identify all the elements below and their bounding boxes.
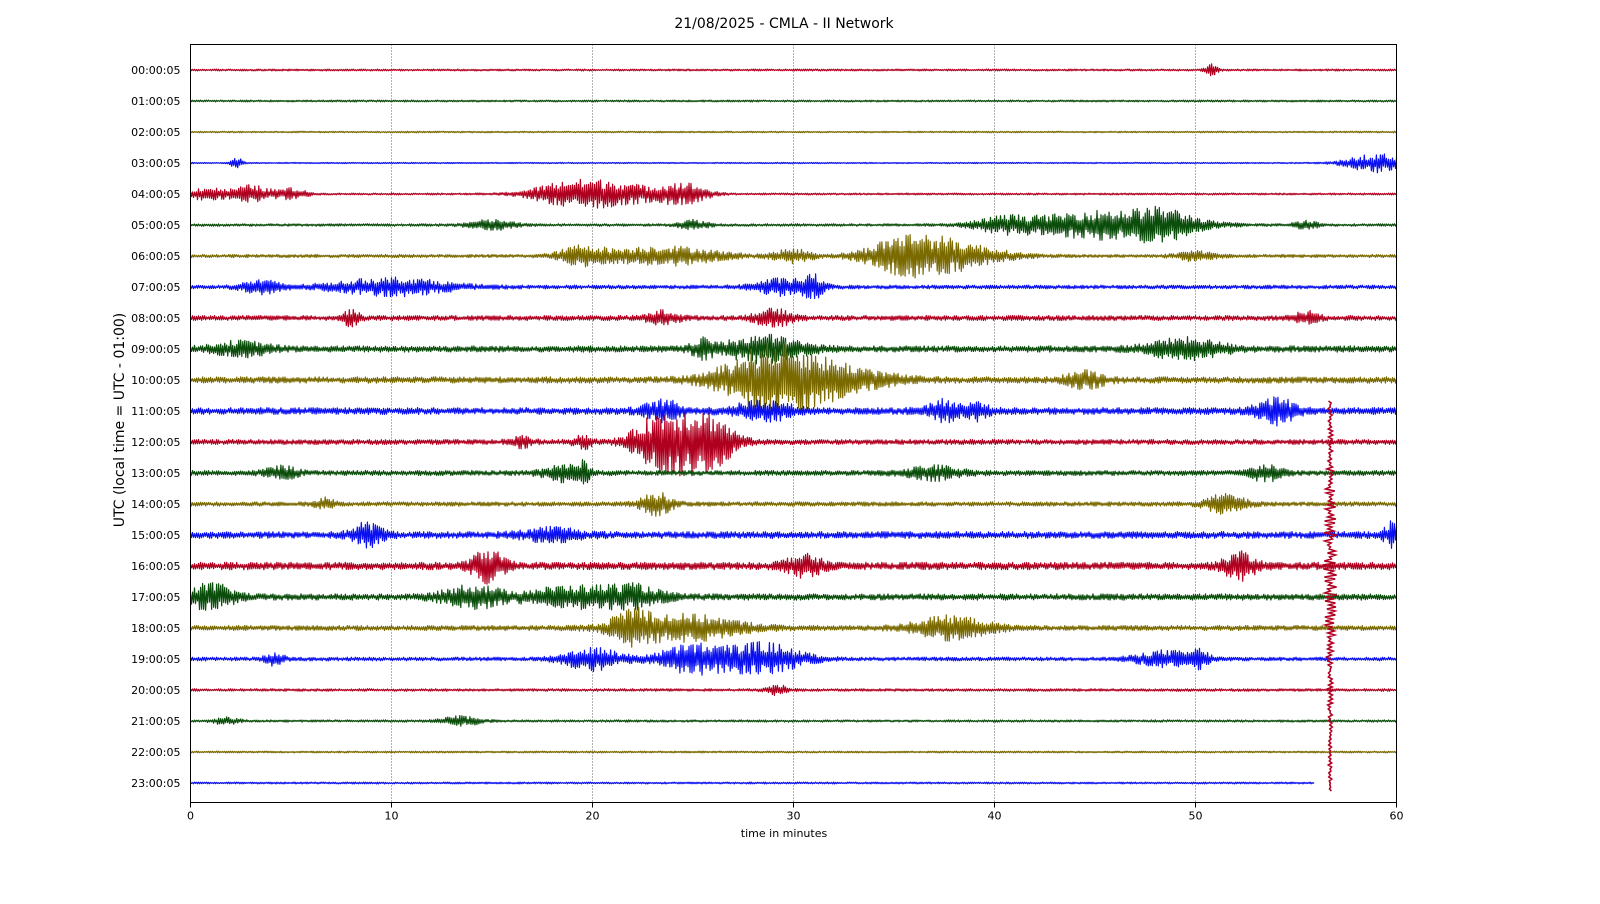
trace-01-00-05 xyxy=(190,99,1397,103)
trace-02-00-05 xyxy=(190,130,1397,134)
row-label: 13:00:05 xyxy=(131,467,180,480)
x-tick-label: 50 xyxy=(1189,810,1203,823)
row-label: 04:00:05 xyxy=(131,188,180,201)
row-label: 16:00:05 xyxy=(131,560,180,573)
trace-21-00-05 xyxy=(190,715,1398,727)
row-label: 00:00:05 xyxy=(131,64,180,77)
row-label: 09:00:05 xyxy=(131,343,180,356)
x-axis-label: time in minutes xyxy=(741,827,828,840)
spike-event xyxy=(1321,400,1339,792)
row-label: 12:00:05 xyxy=(131,436,180,449)
trace-10-00-05 xyxy=(189,341,1398,418)
trace-16-00-05 xyxy=(189,550,1398,585)
trace-20-00-05 xyxy=(190,684,1397,696)
x-tick-label: 10 xyxy=(385,810,399,823)
trace-08-00-05 xyxy=(189,307,1398,328)
trace-18-00-05 xyxy=(189,606,1398,648)
trace-00-00-05 xyxy=(190,63,1397,77)
row-label: 18:00:05 xyxy=(131,622,180,635)
trace-06-00-05 xyxy=(189,234,1398,279)
trace-15-00-05 xyxy=(189,520,1398,549)
x-tick-label: 60 xyxy=(1390,810,1404,823)
row-label: 03:00:05 xyxy=(131,157,180,170)
x-tick-label: 40 xyxy=(988,810,1002,823)
x-tick-label: 0 xyxy=(187,810,194,823)
row-label: 05:00:05 xyxy=(131,219,180,232)
row-label: 15:00:05 xyxy=(131,529,180,542)
trace-14-00-05 xyxy=(189,492,1398,517)
row-label: 11:00:05 xyxy=(131,405,180,418)
row-label: 19:00:05 xyxy=(131,653,180,666)
trace-17-00-05 xyxy=(189,582,1398,611)
row-label: 20:00:05 xyxy=(131,684,180,697)
trace-23-00-05 xyxy=(190,781,1315,785)
trace-04-00-05 xyxy=(189,178,1397,209)
row-label: 22:00:05 xyxy=(131,746,180,759)
trace-22-00-05 xyxy=(190,750,1397,754)
x-tick-label: 30 xyxy=(787,810,801,823)
row-label: 21:00:05 xyxy=(131,715,180,728)
chart-title: 21/08/2025 - CMLA - II Network xyxy=(674,16,894,32)
trace-05-00-05 xyxy=(190,205,1398,244)
row-label: 01:00:05 xyxy=(131,95,180,108)
x-tick-label: 20 xyxy=(586,810,600,823)
row-label: 02:00:05 xyxy=(131,126,180,139)
trace-09-00-05 xyxy=(189,333,1398,365)
row-label: 10:00:05 xyxy=(131,374,180,387)
trace-13-00-05 xyxy=(189,459,1398,485)
row-label: 17:00:05 xyxy=(131,591,180,604)
row-label: 08:00:05 xyxy=(131,312,180,325)
y-axis-label: UTC (local time = UTC - 01:00) xyxy=(112,313,128,528)
row-label: 23:00:05 xyxy=(131,777,180,790)
trace-03-00-05 xyxy=(190,153,1398,174)
row-label: 06:00:05 xyxy=(131,250,180,263)
row-label: 14:00:05 xyxy=(131,498,180,511)
trace-07-00-05 xyxy=(189,273,1398,300)
trace-12-00-05 xyxy=(189,412,1398,477)
trace-19-00-05 xyxy=(189,641,1398,676)
row-label: 07:00:05 xyxy=(131,281,180,294)
trace-11-00-05 xyxy=(189,396,1398,427)
